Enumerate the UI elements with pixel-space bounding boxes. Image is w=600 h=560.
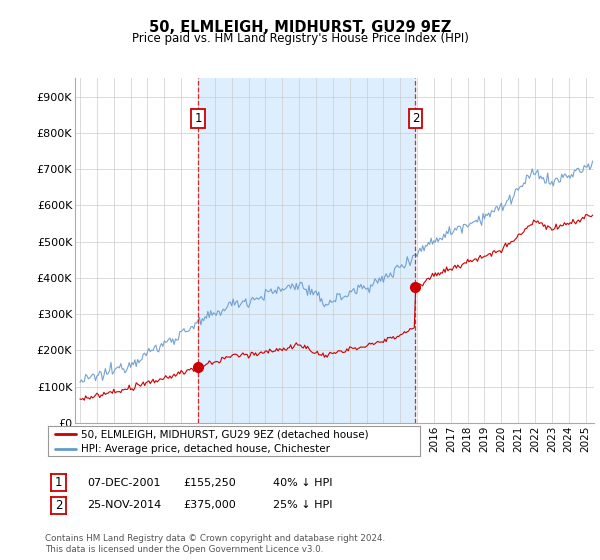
Text: 1: 1 (55, 476, 62, 489)
Text: 2: 2 (412, 112, 419, 125)
Text: 50, ELMLEIGH, MIDHURST, GU29 9EZ: 50, ELMLEIGH, MIDHURST, GU29 9EZ (149, 20, 451, 35)
Text: 07-DEC-2001: 07-DEC-2001 (87, 478, 161, 488)
Text: £155,250: £155,250 (183, 478, 236, 488)
Text: 50, ELMLEIGH, MIDHURST, GU29 9EZ (detached house): 50, ELMLEIGH, MIDHURST, GU29 9EZ (detach… (82, 429, 369, 439)
Text: HPI: Average price, detached house, Chichester: HPI: Average price, detached house, Chic… (82, 444, 331, 454)
Text: Contains HM Land Registry data © Crown copyright and database right 2024.
This d: Contains HM Land Registry data © Crown c… (45, 534, 385, 554)
Text: 25-NOV-2014: 25-NOV-2014 (87, 500, 161, 510)
Text: 2: 2 (55, 498, 62, 512)
Bar (198, 78, 415, 423)
Text: Price paid vs. HM Land Registry's House Price Index (HPI): Price paid vs. HM Land Registry's House … (131, 32, 469, 45)
Text: 40% ↓ HPI: 40% ↓ HPI (273, 478, 332, 488)
Text: 25% ↓ HPI: 25% ↓ HPI (273, 500, 332, 510)
Text: £375,000: £375,000 (183, 500, 236, 510)
Text: 1: 1 (194, 112, 202, 125)
